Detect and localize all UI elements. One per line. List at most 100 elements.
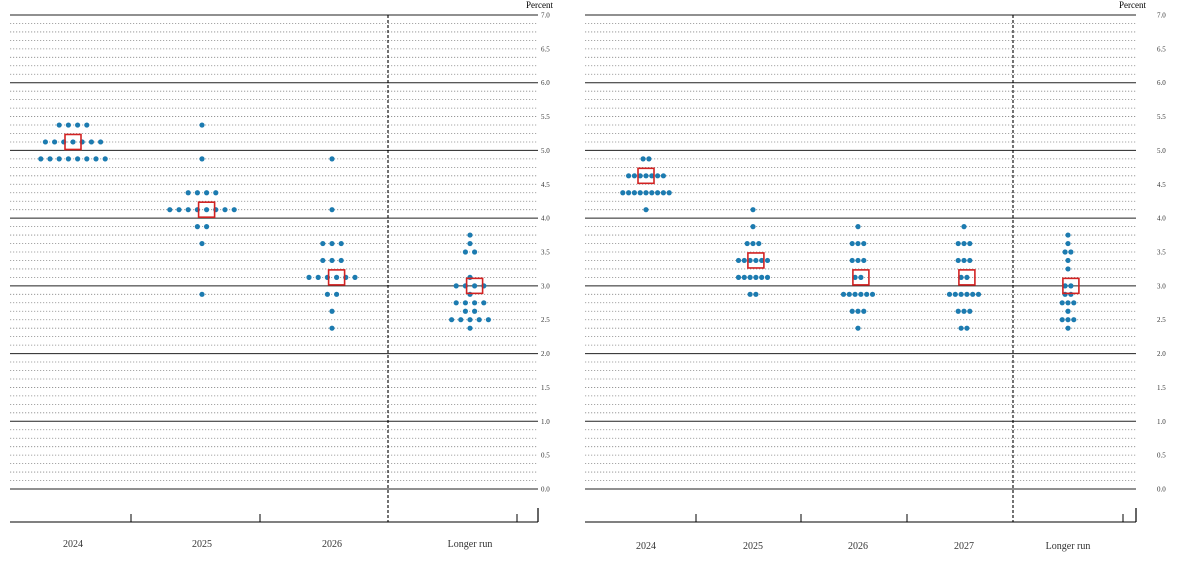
y-tick-label: 1.0 <box>1157 418 1166 426</box>
projection-dot <box>1065 240 1071 247</box>
projection-dot <box>643 190 649 196</box>
projection-dot <box>56 122 62 128</box>
projection-dot <box>756 240 762 247</box>
projection-dot <box>655 190 661 196</box>
projection-dot <box>1065 232 1071 238</box>
projection-dot <box>329 156 335 162</box>
projection-dot <box>449 317 455 323</box>
projection-dot <box>961 240 967 247</box>
projection-dot <box>204 207 210 213</box>
projection-dot <box>467 317 473 323</box>
projection-dot <box>964 325 970 331</box>
projection-dot <box>1065 308 1071 314</box>
projection-dot <box>472 300 478 306</box>
projection-dot <box>855 325 861 331</box>
projection-dot <box>846 291 852 297</box>
projection-dot <box>855 224 861 230</box>
projection-dot <box>481 300 487 306</box>
y-tick-label: 5.5 <box>541 113 550 121</box>
projection-dot <box>1065 300 1071 306</box>
projection-dot <box>946 291 953 297</box>
projection-dot <box>855 257 861 264</box>
projection-dot <box>329 240 335 247</box>
x-category-label-2025: 2025 <box>192 539 212 550</box>
y-tick-label: 3.5 <box>541 249 550 257</box>
projection-dot <box>472 249 478 255</box>
projection-dot <box>637 173 643 179</box>
projection-dot <box>852 274 858 280</box>
projection-dot <box>199 240 205 247</box>
projection-dot <box>741 274 747 280</box>
projection-dot <box>955 308 961 314</box>
projection-dot <box>649 190 655 196</box>
projection-dot <box>735 257 742 264</box>
projection-dot <box>88 139 94 145</box>
projection-dot <box>70 139 76 145</box>
projection-dot <box>1065 266 1071 272</box>
projection-dot <box>320 240 326 247</box>
projection-dot <box>1068 249 1074 255</box>
projection-dot <box>315 274 321 280</box>
x-category-label-2027: 2027 <box>954 541 974 552</box>
x-category-label-longer-run: Longer run <box>1046 541 1091 552</box>
projection-dot <box>329 207 335 213</box>
projection-dot <box>472 283 478 289</box>
projection-dot <box>753 291 759 297</box>
projection-dot <box>338 240 344 247</box>
projection-dot <box>222 207 228 213</box>
projection-dot <box>964 291 970 297</box>
projection-dot <box>753 257 759 264</box>
projection-dot <box>858 291 864 297</box>
projection-dot <box>329 257 335 264</box>
unit-label: Percent <box>526 0 553 10</box>
projection-dot <box>861 257 867 264</box>
projection-dot <box>750 207 756 213</box>
right-dot-plot-panel: 7.0 6.5 6.0 5.5 5.0 4.5 4.0 3.5 3.0 2.5 2.0 1.5 1.0 0… <box>585 0 1166 552</box>
projection-dot <box>961 308 967 314</box>
projection-dot <box>967 257 973 264</box>
unit-label: Percent <box>1119 0 1146 10</box>
projection-dot <box>840 291 847 297</box>
projection-dot <box>961 257 967 264</box>
projection-dot <box>952 291 958 297</box>
projection-dot <box>631 190 638 196</box>
projection-dot <box>1062 283 1068 289</box>
projection-dot <box>1059 300 1065 306</box>
y-tick-label: 5.0 <box>541 147 550 155</box>
projection-dot <box>1071 317 1077 323</box>
median-highlight-box <box>637 167 655 185</box>
y-tick-label: 2.0 <box>541 350 550 358</box>
projection-dot <box>849 308 855 314</box>
projection-dot <box>747 257 753 264</box>
projection-dot <box>964 274 970 280</box>
median-highlight-box <box>958 269 976 286</box>
projection-dot <box>453 300 459 306</box>
y-tick-label: 1.5 <box>1157 384 1166 392</box>
projection-dot <box>855 308 861 314</box>
projection-dot <box>967 240 973 247</box>
projection-dot <box>199 291 205 297</box>
projection-dot <box>306 274 312 280</box>
y-tick-label: 4.5 <box>541 181 550 189</box>
projection-dot <box>626 173 632 179</box>
projection-dot <box>637 190 643 196</box>
projection-dot <box>750 240 756 247</box>
projection-dot <box>640 156 646 162</box>
projection-dot <box>1059 317 1065 323</box>
projection-dot <box>958 291 964 297</box>
projection-dot <box>458 317 464 323</box>
x-category-label-2026: 2026 <box>322 539 342 550</box>
projection-dot <box>329 325 335 331</box>
projection-dot <box>958 325 964 331</box>
projection-dot <box>1065 257 1071 264</box>
projection-dot <box>858 274 864 280</box>
median-highlight-box <box>747 252 765 269</box>
projection-dot <box>967 308 973 314</box>
y-tick-label: 7.0 <box>541 12 550 20</box>
projection-dot <box>38 156 44 162</box>
y-tick-label: 5.0 <box>1157 147 1166 155</box>
projection-dot <box>643 173 649 179</box>
projection-dot <box>1065 317 1071 323</box>
projection-dot <box>1071 300 1077 306</box>
y-tick-label: 4.0 <box>541 215 550 223</box>
